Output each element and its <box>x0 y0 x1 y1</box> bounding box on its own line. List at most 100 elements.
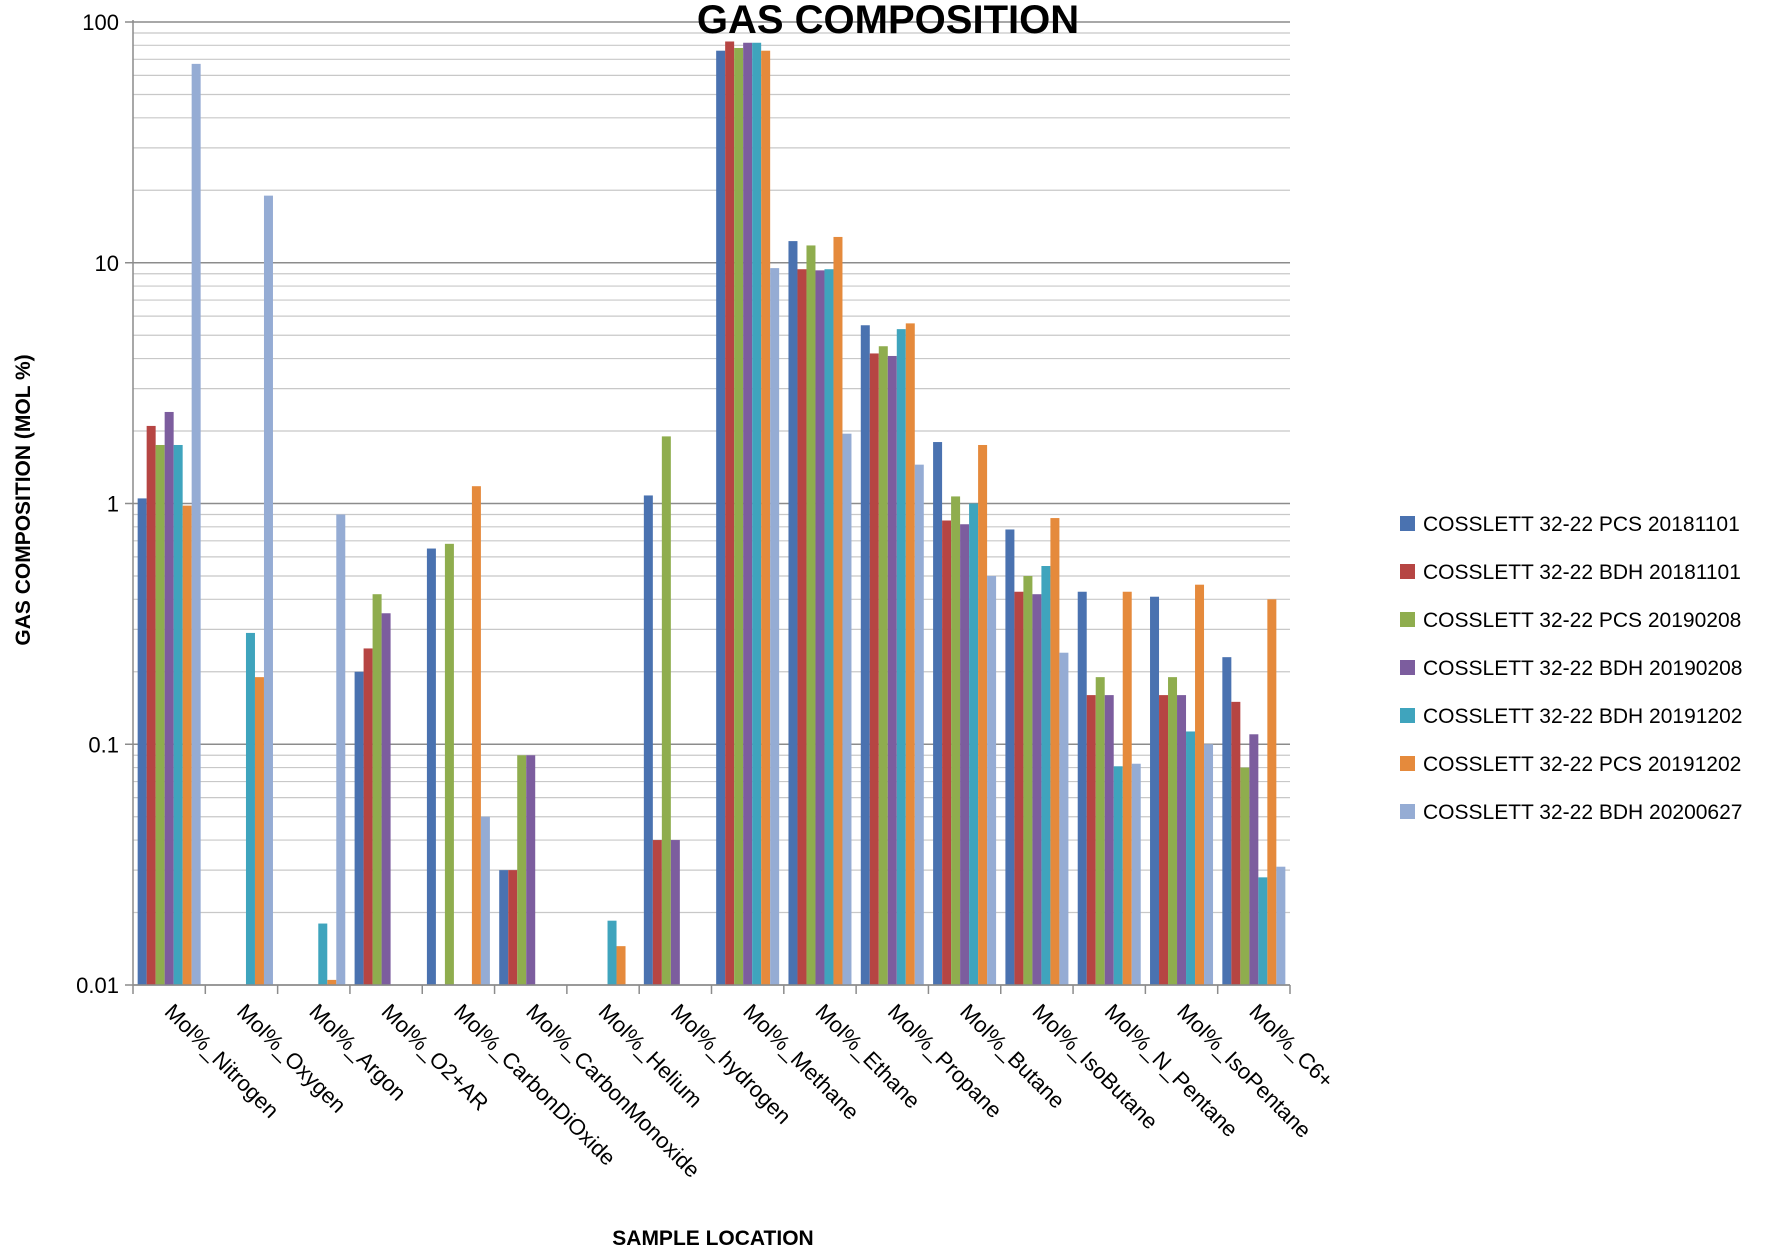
bar <box>480 816 490 985</box>
bar <box>725 41 735 986</box>
bar <box>1131 763 1141 985</box>
bar <box>1023 575 1033 985</box>
bar <box>643 495 653 985</box>
bar <box>354 671 364 985</box>
bar <box>499 870 509 985</box>
bar <box>761 50 771 985</box>
bar <box>1195 584 1205 985</box>
bar <box>173 444 183 985</box>
y-tick-label: 0.1 <box>88 732 119 757</box>
bar <box>797 269 807 985</box>
bar <box>318 923 328 985</box>
bar <box>1032 594 1042 985</box>
bars <box>137 41 1286 986</box>
bar <box>1150 596 1160 985</box>
y-tick-label: 1 <box>107 492 119 517</box>
legend-swatch <box>1400 660 1415 675</box>
y-tick-label: 100 <box>82 10 119 35</box>
bar <box>887 355 897 985</box>
bar <box>1050 518 1060 985</box>
bar <box>661 436 671 985</box>
bar <box>1204 744 1214 985</box>
bar <box>1186 731 1196 985</box>
bar <box>164 411 174 986</box>
bar <box>951 496 961 985</box>
bar <box>806 245 816 986</box>
bar <box>969 503 979 985</box>
bar <box>933 442 943 985</box>
bar <box>263 195 273 985</box>
bar <box>942 520 952 985</box>
bar <box>616 946 626 985</box>
bar <box>743 42 753 985</box>
bar <box>1231 701 1241 985</box>
bar <box>137 498 147 985</box>
bar <box>960 524 970 985</box>
bar <box>372 594 382 985</box>
bar <box>652 840 662 985</box>
bar <box>1122 591 1132 985</box>
bar <box>327 979 337 985</box>
gridlines <box>125 21 1290 986</box>
bar <box>978 444 988 985</box>
bar <box>1258 877 1268 985</box>
bar <box>1177 695 1187 985</box>
bar <box>1249 734 1259 985</box>
bar <box>896 329 906 985</box>
legend-swatch <box>1400 612 1415 627</box>
x-tick-label: Mol%_IsoButane <box>1028 999 1163 1134</box>
bar <box>1104 695 1114 985</box>
legend-swatch <box>1400 804 1415 819</box>
bar <box>1267 599 1277 985</box>
legend-swatch <box>1400 708 1415 723</box>
bar <box>752 42 762 985</box>
bar <box>607 920 617 985</box>
bar <box>182 505 192 985</box>
legend-label: COSSLETT 32-22 PCS 20190208 <box>1423 609 1741 632</box>
bar <box>878 346 888 985</box>
legend-swatch <box>1400 516 1415 531</box>
bar <box>444 543 454 985</box>
legend-label: COSSLETT 32-22 PCS 20191202 <box>1423 753 1741 776</box>
bar <box>1041 566 1051 985</box>
bar <box>381 613 391 985</box>
bar <box>1222 657 1232 985</box>
bar <box>1240 767 1250 985</box>
bar <box>1168 677 1178 985</box>
legend-swatch <box>1400 564 1415 579</box>
bar <box>508 870 518 985</box>
bar <box>788 241 798 985</box>
bar <box>987 575 997 985</box>
legend-label: COSSLETT 32-22 BDH 20190208 <box>1423 657 1742 680</box>
x-axis-title: SAMPLE LOCATION <box>612 1227 813 1250</box>
bar <box>245 632 255 985</box>
bar <box>191 63 201 985</box>
y-axis-title: GAS COMPOSITION (MOL %) <box>12 354 35 645</box>
bar <box>1159 695 1169 985</box>
bar <box>1113 766 1123 985</box>
bar <box>716 50 726 985</box>
bar <box>526 755 536 985</box>
y-tick-label: 10 <box>95 251 119 276</box>
bar <box>155 444 165 985</box>
legend-label: COSSLETT 32-22 BDH 20181101 <box>1423 561 1741 584</box>
legend-swatch <box>1400 756 1415 771</box>
bar <box>1095 677 1105 985</box>
bar <box>517 755 527 985</box>
bar <box>1086 695 1096 985</box>
bar <box>770 268 780 985</box>
bar <box>670 840 680 985</box>
bar <box>914 464 924 986</box>
bar <box>1077 591 1087 985</box>
bar <box>336 514 346 985</box>
bar <box>1059 652 1069 985</box>
bar <box>833 236 843 985</box>
legend-label: COSSLETT 32-22 BDH 20191202 <box>1423 705 1742 728</box>
chart-title: GAS COMPOSITION <box>697 0 1079 42</box>
bar <box>426 548 436 985</box>
bar <box>824 269 834 985</box>
legend-label: COSSLETT 32-22 BDH 20200627 <box>1423 801 1742 824</box>
y-tick-label: 0.01 <box>76 973 119 998</box>
bar <box>1005 529 1015 985</box>
